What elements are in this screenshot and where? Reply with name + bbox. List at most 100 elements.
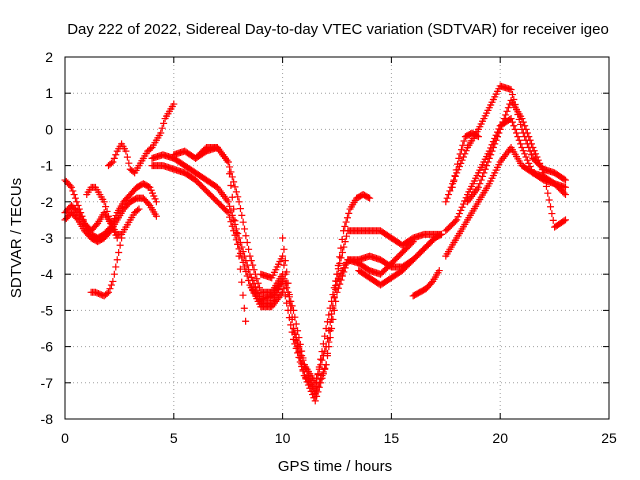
y-tick-label: -6 — [41, 339, 54, 355]
data-point — [515, 136, 523, 144]
data-point — [455, 210, 463, 218]
data-point — [291, 330, 299, 338]
data-point — [492, 136, 500, 144]
data-point — [457, 206, 465, 214]
data-point — [499, 118, 507, 126]
x-tick-label: 0 — [61, 430, 69, 446]
data-point — [529, 144, 537, 151]
data-point — [445, 191, 453, 199]
data-point — [498, 122, 506, 130]
data-point — [255, 284, 263, 292]
data-point — [280, 245, 288, 253]
data-point — [521, 122, 529, 130]
data-point — [299, 366, 307, 374]
data-point — [541, 176, 549, 184]
data-point — [292, 336, 300, 344]
data-point — [519, 147, 527, 155]
data-point — [145, 183, 153, 191]
data-point — [245, 245, 253, 253]
series-arc-e — [87, 234, 126, 300]
series-arc-p — [442, 82, 569, 206]
series-arc-g — [148, 151, 287, 304]
data-point — [448, 183, 456, 191]
data-point — [249, 261, 257, 269]
data-point — [561, 216, 569, 224]
data-point — [500, 115, 508, 123]
data-point — [330, 284, 338, 292]
data-point — [337, 244, 345, 252]
data-point — [77, 209, 85, 217]
data-point — [495, 129, 503, 137]
data-point — [333, 270, 341, 278]
data-point — [454, 213, 462, 221]
data-point — [241, 263, 249, 271]
data-point — [158, 124, 166, 132]
series-arc-n — [355, 234, 439, 289]
data-point — [514, 133, 522, 141]
data-point — [235, 252, 243, 260]
data-point — [455, 154, 463, 162]
data-point — [284, 279, 292, 287]
data-point — [502, 111, 510, 119]
data-point — [230, 205, 238, 213]
data-point — [236, 205, 244, 213]
data-point — [451, 217, 459, 225]
data-point — [73, 214, 81, 222]
data-point — [459, 141, 467, 149]
data-point — [321, 332, 329, 340]
series-arc-l — [257, 238, 417, 387]
data-point — [446, 187, 454, 195]
data-point — [103, 207, 111, 215]
data-point — [452, 166, 460, 174]
data-point — [560, 217, 568, 225]
data-point — [285, 297, 293, 305]
data-point — [242, 317, 250, 325]
data-point — [227, 182, 235, 190]
data-point — [109, 158, 117, 166]
data-point — [239, 291, 247, 299]
data-point — [542, 182, 550, 190]
data-point — [254, 279, 262, 287]
data-point — [224, 209, 232, 217]
data-point — [323, 318, 331, 326]
data-point — [521, 150, 529, 158]
data-point — [458, 203, 466, 211]
data-point — [296, 347, 304, 355]
data-point — [227, 168, 235, 176]
x-tick-label: 20 — [492, 430, 508, 446]
data-point — [288, 313, 296, 321]
data-point — [473, 132, 481, 140]
data-point — [457, 146, 465, 154]
x-tick-label: 5 — [170, 430, 178, 446]
y-tick-label: 2 — [45, 49, 53, 65]
data-point — [484, 158, 492, 166]
y-axis-label: SDTVAR / TECUs — [8, 178, 25, 298]
data-point — [549, 216, 557, 224]
data-point — [487, 151, 495, 159]
data-point — [107, 220, 115, 228]
data-point — [523, 129, 531, 137]
data-point — [530, 147, 538, 155]
data-point — [110, 270, 118, 278]
data-point — [105, 212, 113, 220]
series-arc-t — [464, 96, 569, 231]
data-point — [332, 277, 340, 285]
data-point — [106, 285, 114, 293]
data-point — [241, 225, 249, 233]
data-point — [246, 252, 254, 260]
data-point — [78, 212, 86, 220]
data-point — [294, 342, 302, 350]
data-point — [239, 218, 247, 226]
data-point — [314, 371, 322, 379]
data-point — [230, 178, 238, 186]
data-point — [66, 182, 74, 190]
data-point — [105, 288, 113, 296]
data-point — [561, 176, 569, 184]
chart-title: Day 222 of 2022, Sidereal Day-to-day VTE… — [67, 21, 609, 38]
data-point — [462, 147, 470, 155]
data-point — [112, 151, 120, 159]
data-point — [279, 277, 287, 285]
data-point — [325, 311, 333, 319]
data-point — [295, 348, 303, 356]
data-point — [504, 104, 512, 112]
